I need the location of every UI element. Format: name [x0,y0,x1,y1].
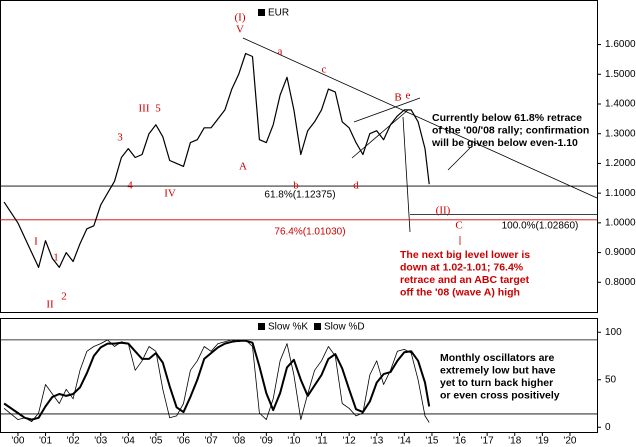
wave-label: 4 [127,180,133,192]
wave-label: IV [164,188,176,200]
wave-label: c [322,64,327,76]
wave-label: b [293,180,299,192]
x-tick-label: '13 [370,436,383,447]
x-tick-label: '09 [260,436,273,447]
x-tick-label: '18 [508,436,521,447]
y-tick-label: 1.40000 [605,99,636,110]
x-tick-label: '10 [287,436,300,447]
wave-label: (I) [235,12,246,24]
note-line: will be given below even-1.10 [431,137,578,149]
wave-label: e [406,90,411,102]
wave-label: 3 [117,132,123,144]
legend-swatch [258,323,265,330]
x-tick-label: '00 [11,436,24,447]
wave-label: 2 [61,291,67,303]
trend-line [402,116,411,233]
x-tick-label: '08 [232,436,245,447]
note-line: extremely low but have [440,364,556,376]
note-line: retrace and an ABC target [400,274,530,286]
note-line: yet to turn back higher [440,377,553,389]
y-tick-label: 1.10000 [605,188,636,199]
y-tick-label: 0.90000 [605,247,636,258]
wave-label: B [394,92,401,104]
legend-swatch [314,323,321,330]
y-tick-label: 50 [605,374,617,385]
x-tick-label: '17 [481,436,494,447]
y-tick-label: 0 [605,422,611,433]
note-line: down at 1.02-1.01; 76.4% [400,261,524,273]
x-tick-label: '06 [177,436,190,447]
level-label: 76.4%(1.01030) [274,227,345,238]
x-tick-label: '04 [122,436,135,447]
wave-label: V [236,24,244,36]
wave-label: C [455,220,462,232]
series-line [3,52,430,268]
level-label: 100.0%(1.02860) [502,221,579,232]
trend-lines [242,37,598,245]
x-tick-label: '11 [315,436,328,447]
x-tick-label: '14 [398,436,411,447]
panel-frame [0,0,598,313]
x-tick-label: '05 [149,436,162,447]
note-line: or even cross positively [440,389,560,401]
note-line: Monthly oscillators are [440,352,555,364]
x-tick-label: '16 [453,436,466,447]
level-label: 61.8%(1.12375) [264,190,335,201]
note-line: off the '08 (wave A) high [400,286,520,298]
wave-label: (II) [436,205,451,217]
wave-label: d [353,180,359,192]
x-tick-label: '12 [343,436,356,447]
series-line [3,339,430,423]
wave-label: A [239,161,247,173]
x-tick-label: '01 [39,436,52,447]
legend-label: Slow %D [324,322,365,333]
y-tick-label: 1.50000 [605,69,636,80]
x-tick-label: '02 [67,436,80,447]
legend-swatch [258,9,265,16]
wedge-line [351,109,409,159]
wave-label: a [278,46,283,58]
wedge-line [353,97,421,123]
x-tick-label: '19 [536,436,549,447]
series-line [3,339,431,421]
x-tick-label: '07 [205,436,218,447]
wave-label: 5 [155,103,161,115]
panel-frame [0,318,598,433]
legend-label: EUR [268,8,289,19]
pointer [447,147,471,171]
wave-label: 1 [53,252,59,264]
y-tick-label: 1.60000 [605,39,636,50]
wave-label: I [34,236,38,248]
x-tick-label: '15 [425,436,438,447]
x-tick-label: '20 [563,436,576,447]
note-line: The next big level lower is [400,249,530,261]
trend-line [242,37,598,199]
y-tick-label: 1.00000 [605,217,636,228]
y-tick-label: 1.30000 [605,128,636,139]
y-tick-label: 100 [605,327,622,338]
x-tick-label: '03 [94,436,107,447]
note-line: Currently below 61.8% retrace [432,112,582,124]
note-line: of the '00/'08 rally; confirmation [432,124,589,136]
y-tick-label: 1.20000 [605,158,636,169]
wave-label: II [46,299,54,311]
legend-label: Slow %K [268,322,308,333]
wave-label: III [139,103,150,115]
